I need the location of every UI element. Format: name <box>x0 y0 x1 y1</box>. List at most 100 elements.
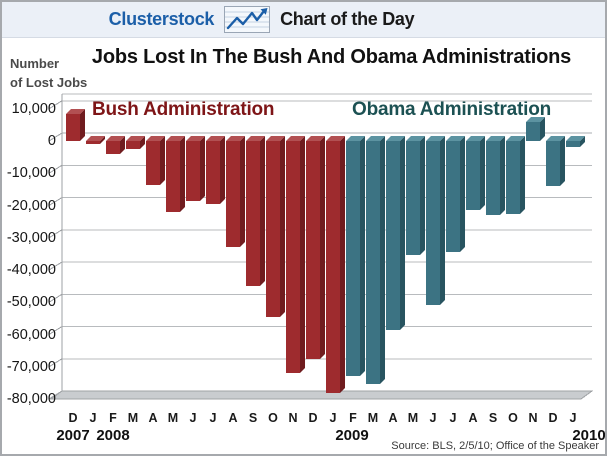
month-label-M2009: M <box>367 411 379 425</box>
month-label-O2009: O <box>508 411 518 425</box>
month-label-J2008: J <box>189 411 197 425</box>
bar-front-face <box>206 141 220 204</box>
bar-front-face <box>366 141 380 385</box>
month-label-M2009: M <box>407 411 419 425</box>
bar-front-face <box>306 141 320 359</box>
bar-obama-J2010 <box>566 136 585 148</box>
bar-side-face <box>380 136 385 385</box>
month-label-O2008: O <box>268 411 278 425</box>
y-tick-label: -50,000 <box>6 294 56 311</box>
source-credit: Source: BLS, 2/5/10; Office of the Speak… <box>391 440 599 452</box>
bar-front-face <box>346 141 360 377</box>
bar-front-face <box>446 141 460 253</box>
bar-front-face <box>386 141 400 330</box>
bar-front-face <box>466 141 480 211</box>
bar-side-face <box>240 136 245 248</box>
bar-side-face <box>320 136 325 359</box>
month-label-A2008: A <box>148 411 158 425</box>
bar-bush-A2008 <box>226 136 245 248</box>
bar-side-face <box>480 136 485 211</box>
month-label-J2010: J <box>569 411 577 425</box>
tick-connector <box>48 100 63 110</box>
y-tick-label: -80,000 <box>6 391 56 407</box>
bar-front-face <box>226 141 240 248</box>
floor-3d <box>49 390 594 400</box>
bar-front-face <box>126 141 140 150</box>
bar-front-face <box>266 141 280 317</box>
month-label-F2008: F <box>109 411 117 425</box>
header-logo-group: Clusterstock Chart of the Day <box>109 6 415 33</box>
bar-bush-J2009 <box>326 136 345 393</box>
year-label-2007: 2007 <box>56 427 90 444</box>
bar-front-face <box>526 121 540 141</box>
y-tick-label: 10,000 <box>11 100 56 117</box>
bar-bush-O2008 <box>266 136 285 317</box>
bar-side-face <box>500 136 505 216</box>
bar-side-face <box>220 136 225 204</box>
y-axis-caption: Number of Lost Jobs <box>10 55 90 93</box>
clusterstock-wordmark: Clusterstock <box>108 9 215 29</box>
bar-obama-J2009 <box>426 136 445 306</box>
month-label-J2009: J <box>329 411 337 425</box>
bush-administration-label: Bush Administration <box>92 99 275 120</box>
bar-side-face <box>180 136 185 212</box>
month-label-N2008: N <box>288 411 298 425</box>
bar-obama-F2009 <box>346 136 365 377</box>
bar-bush-A2008 <box>146 136 165 185</box>
y-tick-label: -40,000 <box>6 262 56 278</box>
y-axis-caption-line2: of Lost Jobs <box>10 74 88 90</box>
bar-side-face <box>80 108 85 141</box>
month-label-J2008: J <box>89 411 97 425</box>
bar-bush-J2008 <box>206 136 225 204</box>
bar-side-face <box>280 136 285 317</box>
bar-side-face <box>460 136 465 253</box>
bar-obama-M2009 <box>366 136 385 385</box>
bar-bush-F2008 <box>106 136 125 154</box>
y-tick-label: -60,000 <box>6 326 56 343</box>
tick-connector <box>48 358 63 368</box>
bar-front-face <box>426 141 440 306</box>
bar-front-face <box>566 141 580 148</box>
obama-administration-label: Obama Administration <box>352 99 552 120</box>
bar-front-face <box>186 141 200 201</box>
bar-side-face <box>420 136 425 256</box>
bar-side-face <box>560 136 565 187</box>
month-label-J2008: J <box>209 411 217 425</box>
y-tick-label: -30,000 <box>6 229 56 246</box>
year-label-2010: 2010 <box>572 427 606 444</box>
bar-front-face <box>146 141 160 185</box>
month-label-M2008: M <box>127 411 139 425</box>
tick-connector <box>48 229 63 239</box>
y-axis-caption-line1: Number <box>10 56 60 71</box>
bar-front-face <box>546 141 560 187</box>
bar-bush-M2008 <box>166 136 185 212</box>
bar-bush-D2007 <box>66 108 85 141</box>
year-label-2008: 2008 <box>96 427 130 444</box>
bar-bush-J2008 <box>186 136 205 201</box>
month-label-N2009: N <box>528 411 538 425</box>
bar-obama-J2009 <box>446 136 465 253</box>
bar-obama-A2009 <box>466 136 485 211</box>
bar-side-face <box>360 136 365 377</box>
y-tick-label: -10,000 <box>6 165 56 182</box>
tick-connector <box>48 293 63 303</box>
month-label-A2009: A <box>468 411 478 425</box>
bar-side-face <box>200 136 205 201</box>
month-label-D2007: D <box>68 411 78 425</box>
bar-obama-M2009 <box>406 136 425 256</box>
bar-front-face <box>506 141 520 214</box>
year-label-2009: 2009 <box>335 427 369 444</box>
stock-chart-icon <box>224 6 271 33</box>
month-label-D2008: D <box>308 411 318 425</box>
bar-obama-N2009 <box>526 116 545 141</box>
y-tick-label: 0 <box>47 133 56 149</box>
tick-connector <box>48 197 63 206</box>
tick-connector <box>48 132 63 142</box>
month-label-J2009: J <box>449 411 457 425</box>
month-label-J2009: J <box>429 411 437 425</box>
bar-front-face <box>286 141 300 374</box>
bar-front-face <box>406 141 420 256</box>
y-tick-label: -20,000 <box>6 197 56 214</box>
bar-side-face <box>300 136 305 374</box>
